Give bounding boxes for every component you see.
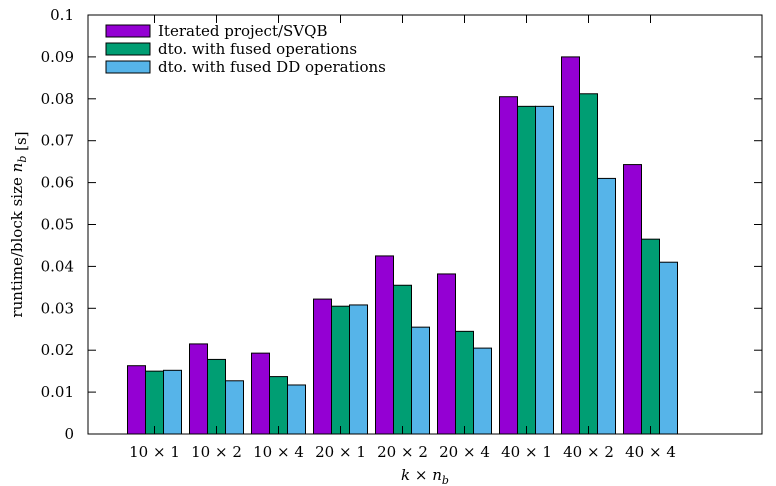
legend-swatch-3 xyxy=(105,60,151,74)
legend-label-1: Iterated project/SVQB xyxy=(158,22,327,40)
legend-swatch-1 xyxy=(105,24,151,38)
bar-2-6 xyxy=(455,330,474,435)
ticks-layer: 0 0.01 0.02 0.03 0.04 0.05 0.06 0.07 0.08 0.09 0.1… xyxy=(41,6,762,461)
bar-2-9 xyxy=(641,238,660,435)
x-tick-label: 40 × 2 xyxy=(563,443,614,461)
bar-1-9 xyxy=(623,164,642,435)
bar-2-1 xyxy=(145,370,164,435)
y-tick-label: 0.08 xyxy=(41,90,74,108)
y-tick-label: 0 xyxy=(64,425,74,443)
y-tick-label: 0.05 xyxy=(41,216,74,234)
x-tick-label: 10 × 1 xyxy=(129,443,180,461)
x-tick-label: 20 × 4 xyxy=(439,443,490,461)
bar-2-5 xyxy=(393,284,412,435)
bar-3-4 xyxy=(349,304,368,435)
y-tick-label: 0.06 xyxy=(41,174,74,192)
bar-3-6 xyxy=(473,347,492,435)
bar-1-3 xyxy=(251,352,270,435)
bar-2-7 xyxy=(517,105,536,435)
y-tick-label: 0.1 xyxy=(50,6,74,24)
bar-2-4 xyxy=(331,305,350,435)
x-axis-label: k × nb xyxy=(401,466,449,486)
bar-1-4 xyxy=(313,298,332,435)
x-tick-label: 20 × 2 xyxy=(377,443,428,461)
y-tick-label: 0.01 xyxy=(41,383,74,401)
bar-3-2 xyxy=(225,380,244,435)
bar-2-8 xyxy=(579,93,598,435)
bar-1-5 xyxy=(375,255,394,435)
y-tick-label: 0.09 xyxy=(41,48,74,66)
legend-swatch-2 xyxy=(105,42,151,56)
bar-2-3 xyxy=(269,376,288,435)
bar-3-7 xyxy=(535,105,554,435)
x-tick-label: 10 × 2 xyxy=(191,443,242,461)
x-tick-label: 40 × 4 xyxy=(625,443,676,461)
bar-2-2 xyxy=(207,358,226,435)
bar-3-8 xyxy=(597,177,616,435)
x-tick-label: 10 × 4 xyxy=(253,443,304,461)
bars-layer xyxy=(127,56,678,435)
bar-1-7 xyxy=(499,96,518,435)
y-tick-label: 0.07 xyxy=(41,132,74,150)
y-tick-label: 0.04 xyxy=(41,257,74,275)
bar-1-8 xyxy=(561,56,580,435)
x-tick-label: 40 × 1 xyxy=(501,443,552,461)
y-tick-label: 0.03 xyxy=(41,299,74,317)
bar-1-1 xyxy=(127,365,146,435)
y-axis-label: runtime/block size nb [s] xyxy=(8,131,30,317)
legend-label-2: dto. with fused operations xyxy=(158,40,357,58)
bar-3-5 xyxy=(411,326,430,435)
bar-3-9 xyxy=(659,261,678,435)
y-tick-label: 0.02 xyxy=(41,341,74,359)
bar-1-2 xyxy=(189,343,208,435)
axis-labels: k × nb runtime/block size nb [s] xyxy=(8,131,449,486)
bar-3-3 xyxy=(287,384,306,435)
bar-1-6 xyxy=(437,273,456,435)
x-tick-label: 20 × 1 xyxy=(315,443,366,461)
bar-3-1 xyxy=(163,369,182,435)
legend-label-3: dto. with fused DD operations xyxy=(158,58,386,76)
